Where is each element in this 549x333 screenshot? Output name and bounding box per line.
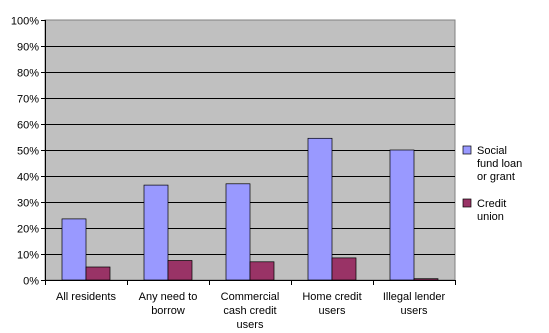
legend-label: Credit: [477, 198, 506, 210]
bar: [61, 218, 87, 281]
legend-label: fund loan: [477, 158, 522, 170]
x-category-label: All residents: [56, 291, 116, 303]
bar: [249, 261, 275, 281]
x-category-label: users: [401, 305, 428, 317]
x-category-label: borrow: [151, 305, 185, 317]
legend-swatch: [462, 198, 472, 208]
y-tick-label: 20%: [17, 224, 39, 236]
y-tick-label: 70%: [17, 94, 39, 106]
bar: [143, 184, 169, 281]
y-tick-label: 30%: [17, 198, 39, 210]
bars: [61, 137, 439, 281]
x-category-label: Home credit: [302, 291, 361, 303]
x-category-label: Any need to: [139, 291, 198, 303]
y-tick-label: 100%: [11, 16, 39, 28]
bar: [85, 266, 111, 281]
x-category-label: Commercial: [221, 291, 280, 303]
y-tick-label: 80%: [17, 68, 39, 80]
bar: [225, 183, 251, 281]
y-tick-label: 60%: [17, 120, 39, 132]
y-tick-label: 0%: [23, 276, 39, 288]
y-tick-label: 40%: [17, 172, 39, 184]
y-tick-label: 10%: [17, 250, 39, 262]
legend-label: or grant: [477, 171, 515, 183]
bar: [331, 257, 357, 281]
legend-swatch: [462, 145, 472, 155]
y-axis: 0% 10% 20% 30% 40% 50% 60% 70% 80% 90% 100%: [11, 16, 46, 288]
x-category-label: users: [319, 305, 346, 317]
y-tick-label: 50%: [17, 146, 39, 158]
legend-label: union: [477, 211, 504, 223]
bar: [389, 149, 415, 281]
bar: [307, 137, 333, 281]
x-category-label: Illegal lender: [383, 291, 446, 303]
x-axis: All residents Any need to borrow Commercial…: [45, 280, 456, 331]
legend-label: Social: [477, 145, 507, 157]
x-category-label: users: [237, 319, 264, 331]
bar: [413, 278, 439, 281]
bar: [167, 260, 193, 281]
y-tick-label: 90%: [17, 42, 39, 54]
x-category-label: cash credit: [223, 305, 276, 317]
